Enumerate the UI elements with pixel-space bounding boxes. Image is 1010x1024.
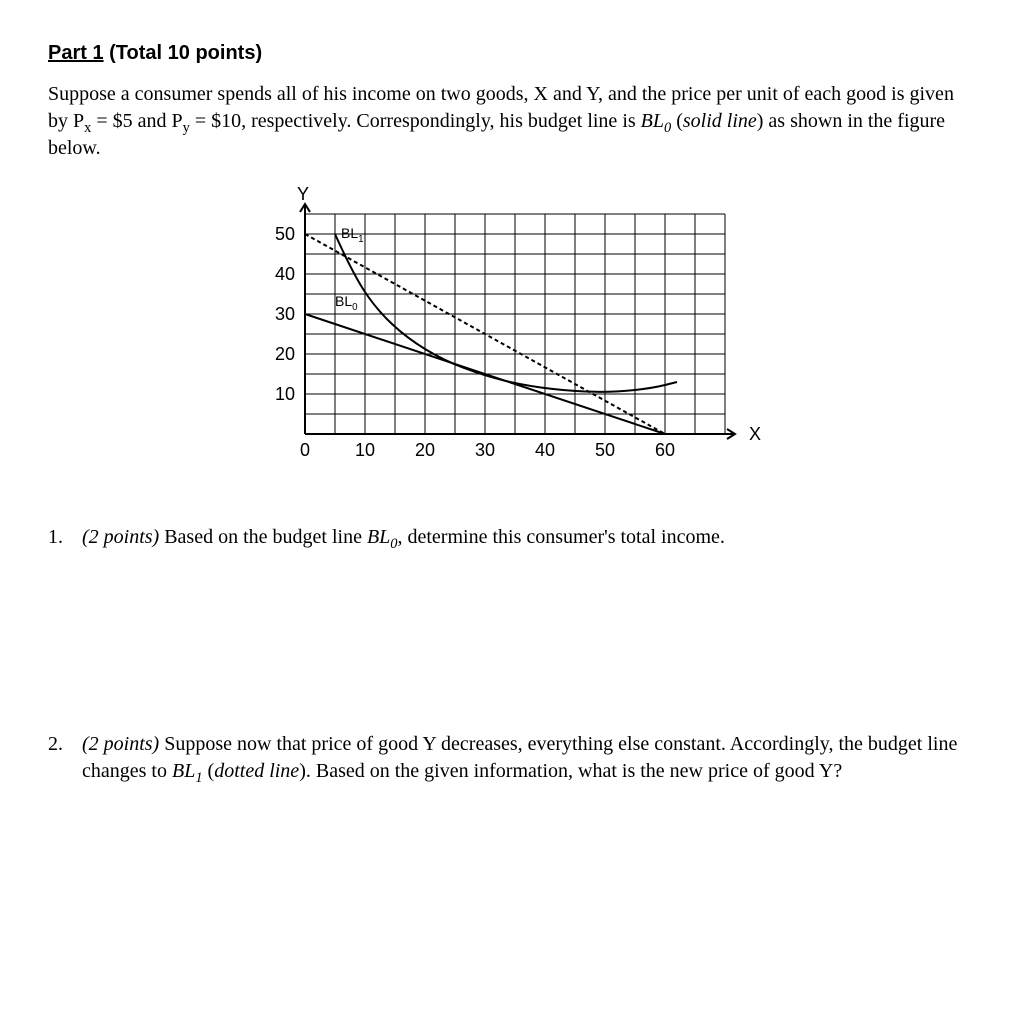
y-tick-label: 10 [275, 384, 295, 404]
x-tick-label: 60 [655, 440, 675, 460]
x-tick-label: 30 [475, 440, 495, 460]
heading-underlined: Part 1 [48, 42, 104, 64]
budget-line-chart: 0 10 20 30 40 50 60 10 20 30 40 50 X Y BL0 BL1 [48, 184, 962, 484]
y-axis-label: Y [297, 184, 309, 204]
heading-rest: (Total 10 points) [104, 42, 263, 64]
intro-paragraph: Suppose a consumer spends all of his inc… [48, 81, 962, 162]
x-tick-label: 0 [300, 440, 310, 460]
y-tick-label: 40 [275, 264, 295, 284]
question: 2.(2 points) Suppose now that price of g… [48, 731, 962, 785]
x-tick-label: 40 [535, 440, 555, 460]
chart-svg: 0 10 20 30 40 50 60 10 20 30 40 50 X Y BL0 BL1 [235, 184, 775, 484]
indifference-curve [335, 234, 677, 392]
question-body: (2 points) Suppose now that price of goo… [82, 731, 962, 785]
y-tick-label: 30 [275, 304, 295, 324]
section-heading: Part 1 (Total 10 points) [48, 40, 962, 67]
bl1-label: BL1 [341, 225, 364, 245]
question-list: 1.(2 points) Based on the budget line BL… [48, 524, 962, 785]
y-tick-label: 50 [275, 224, 295, 244]
question-number: 1. [48, 524, 82, 551]
question-body: (2 points) Based on the budget line BL0,… [82, 524, 962, 551]
bl0-label: BL0 [335, 293, 358, 313]
x-tick-label: 20 [415, 440, 435, 460]
x-tick-label: 50 [595, 440, 615, 460]
question-number: 2. [48, 731, 82, 785]
y-tick-label: 20 [275, 344, 295, 364]
x-axis-label: X [749, 424, 761, 444]
question: 1.(2 points) Based on the budget line BL… [48, 524, 962, 551]
x-tick-label: 10 [355, 440, 375, 460]
